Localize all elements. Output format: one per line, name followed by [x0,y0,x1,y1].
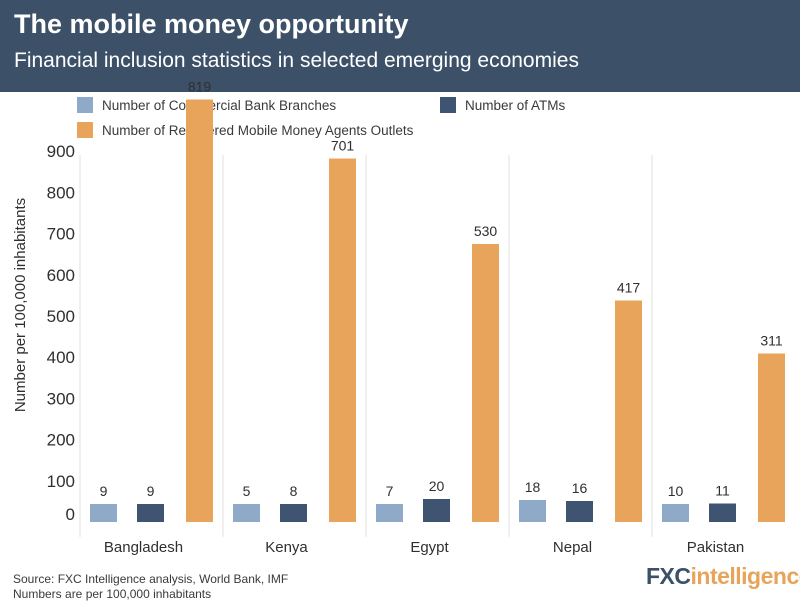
data-label: 417 [617,280,641,296]
category-label: Pakistan [687,539,745,556]
y-tick-label: 900 [47,142,75,161]
bar-2 [615,301,642,523]
data-label: 9 [147,483,155,499]
y-tick-label: 100 [47,472,75,491]
units-note: Numbers are per 100,000 inhabitants [13,587,211,601]
bar-2 [186,100,213,523]
category-label: Bangladesh [104,539,183,556]
bar-0 [233,504,260,522]
data-label: 18 [525,479,541,495]
y-tick-label: 800 [47,183,75,202]
category-label: Nepal [553,539,592,556]
y-tick-label: 300 [47,389,75,408]
bar-1 [423,499,450,522]
data-label: 701 [331,138,355,154]
data-label: 20 [429,478,445,494]
data-label: 311 [760,333,783,349]
category-label: Kenya [265,539,308,556]
y-tick-label: 600 [47,266,75,285]
bar-0 [376,504,403,522]
category-label: Egypt [410,539,449,556]
data-label: 8 [290,483,298,499]
bar-2 [758,354,785,523]
data-label: 11 [715,483,730,499]
bar-0 [662,504,689,522]
source-note: Source: FXC Intelligence analysis, World… [13,572,288,586]
bar-2 [472,244,499,522]
data-label: 5 [243,483,251,499]
data-label: 9 [100,483,108,499]
y-axis-label: Number per 100,000 inhabitants [12,198,29,412]
bar-1 [137,504,164,522]
y-tick-label: 500 [47,307,75,326]
data-label: 10 [668,483,684,499]
data-label: 16 [572,480,588,496]
logo-rest-text: intelligence [691,563,800,589]
bar-1 [566,501,593,522]
bar-2 [329,159,356,523]
y-tick-label: 700 [47,225,75,244]
fxc-intelligence-logo: FXCintelligence® [646,563,800,590]
bar-0 [519,500,546,522]
y-tick-label: 0 [66,505,75,524]
y-tick-label: 400 [47,348,75,367]
data-label: 7 [386,483,394,499]
bar-1 [709,504,736,523]
y-tick-label: 200 [47,431,75,450]
data-label: 819 [188,79,212,95]
bar-1 [280,504,307,522]
logo-fx-text: FXC [646,563,691,589]
bar-0 [90,504,117,522]
data-label: 530 [474,223,498,239]
